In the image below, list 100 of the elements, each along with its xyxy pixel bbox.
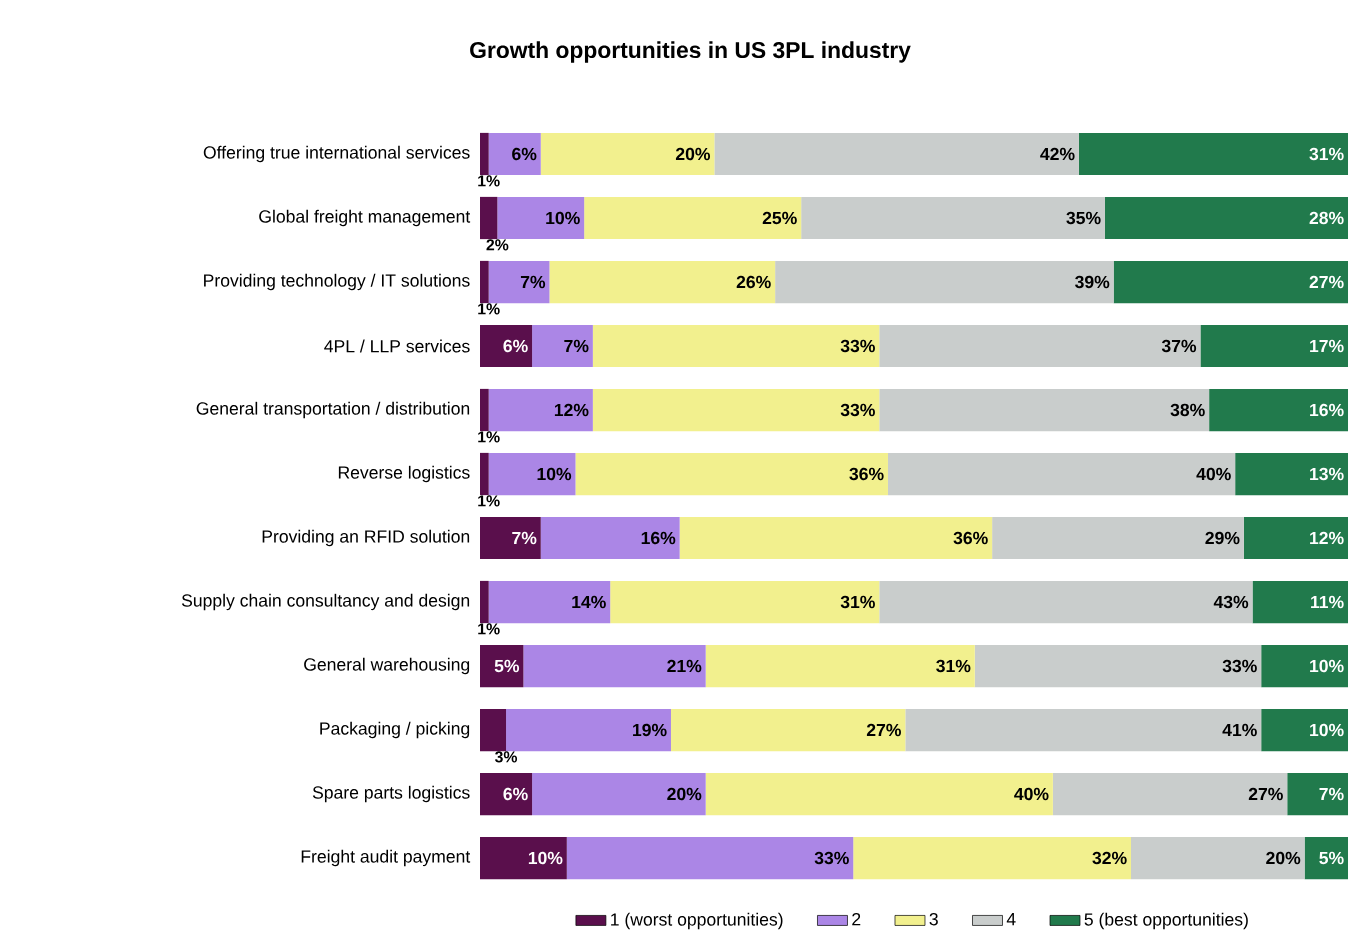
legend-label: 4 — [1006, 913, 1016, 926]
bar — [670, 708, 906, 752]
data-label: 20% — [1266, 851, 1301, 865]
bar — [592, 324, 880, 368]
data-label: 5% — [1319, 851, 1344, 865]
bar — [1252, 580, 1349, 624]
data-label: 26% — [736, 275, 771, 289]
data-label: 3% — [494, 751, 518, 763]
bar — [488, 260, 550, 304]
y-tick-label: Reverse logistics — [338, 465, 470, 483]
data-label: 37% — [1161, 339, 1197, 353]
bar — [1209, 388, 1349, 432]
bar — [801, 196, 1105, 240]
data-label: 21% — [667, 659, 702, 673]
bar — [532, 324, 593, 368]
bar — [480, 516, 541, 560]
data-label: 1% — [478, 623, 500, 635]
bar — [887, 452, 1236, 496]
data-label: 35% — [1066, 211, 1101, 225]
data-label: 31% — [1309, 147, 1344, 161]
bar — [480, 580, 489, 624]
bar — [1243, 516, 1349, 560]
data-label: 39% — [1075, 275, 1110, 289]
data-label: 6% — [503, 339, 528, 353]
bar — [584, 196, 802, 240]
y-tick-label: Freight audit payment — [301, 849, 471, 867]
data-label: 7% — [1319, 787, 1344, 801]
data-label: 1% — [478, 175, 500, 187]
bar — [506, 708, 671, 752]
data-label: 27% — [1309, 275, 1344, 289]
data-label: 10% — [1310, 659, 1344, 673]
data-label: 33% — [1222, 659, 1257, 673]
y-tick-label: Global freight management — [259, 209, 471, 227]
data-label: 16% — [641, 531, 676, 545]
bar — [480, 772, 533, 816]
bar — [480, 132, 489, 176]
data-label: 29% — [1205, 531, 1240, 545]
data-label: 17% — [1310, 339, 1344, 353]
bar — [480, 452, 489, 496]
data-label: 7% — [512, 531, 537, 545]
data-label: 1% — [478, 495, 500, 507]
bar — [775, 260, 1114, 304]
data-label: 36% — [849, 467, 884, 481]
bar — [532, 772, 706, 816]
data-label: 10% — [1310, 723, 1344, 737]
y-tick-label: Spare parts logistics — [312, 785, 470, 803]
y-tick-label: General transportation / distribution — [196, 401, 470, 419]
y-tick-label: General warehousing — [304, 657, 470, 675]
bar — [1078, 132, 1349, 176]
bar — [480, 196, 498, 240]
data-label: 43% — [1213, 595, 1249, 609]
bar — [488, 388, 593, 432]
data-label: 27% — [866, 723, 901, 737]
data-label: 25% — [762, 211, 797, 225]
bar — [480, 324, 533, 368]
bar — [480, 260, 489, 304]
y-tick-label: Packaging / picking — [320, 721, 470, 739]
data-label: 20% — [675, 147, 711, 161]
data-label: 13% — [1310, 467, 1344, 481]
bar — [488, 132, 541, 176]
data-label: 38% — [1170, 403, 1205, 417]
bar — [1261, 708, 1349, 752]
bar — [540, 516, 680, 560]
y-tick-label: Supply chain consultancy and design — [181, 593, 470, 611]
bar — [566, 836, 854, 880]
bar — [549, 260, 776, 304]
bar — [1261, 644, 1349, 688]
legend-label: 5 (best opportunities) — [1084, 912, 1248, 930]
data-label: 40% — [1014, 787, 1049, 801]
legend-label: 2 — [852, 912, 861, 926]
data-label: 12% — [1310, 531, 1344, 545]
data-label: 27% — [1248, 787, 1283, 801]
bar — [992, 516, 1244, 560]
bar — [879, 580, 1253, 624]
bar — [575, 452, 888, 496]
bar — [610, 580, 880, 624]
chart-title: Growth opportunities in US 3PL industry — [470, 41, 911, 63]
y-tick-label: Providing technology / IT solutions — [204, 273, 470, 291]
data-label: 33% — [814, 851, 849, 865]
data-label: 31% — [936, 659, 971, 673]
data-label: 36% — [953, 531, 988, 545]
bar — [974, 644, 1262, 688]
data-label: 16% — [1310, 403, 1344, 417]
bar — [480, 644, 524, 688]
data-label: 12% — [554, 403, 589, 417]
bar — [488, 580, 611, 624]
bar — [480, 708, 507, 752]
y-tick-label: Providing an RFID solution — [262, 529, 470, 547]
bar — [1200, 324, 1349, 368]
y-tick-label: 4PL / LLP services — [324, 339, 470, 353]
data-label: 2% — [486, 239, 509, 251]
data-label: 42% — [1040, 147, 1075, 161]
bar — [480, 836, 567, 880]
data-label: 7% — [564, 339, 589, 353]
data-label: 32% — [1092, 851, 1127, 865]
bar — [1104, 196, 1349, 240]
bar — [705, 644, 975, 688]
data-label: 41% — [1222, 723, 1257, 737]
data-label: 10% — [537, 467, 572, 481]
bar — [1304, 836, 1349, 880]
